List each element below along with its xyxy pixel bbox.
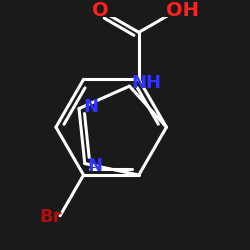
Text: O: O [92,1,108,20]
Text: OH: OH [166,1,199,20]
Text: Br: Br [39,208,62,226]
Text: N: N [84,98,99,116]
Text: NH: NH [131,74,161,92]
Text: N: N [87,157,102,175]
